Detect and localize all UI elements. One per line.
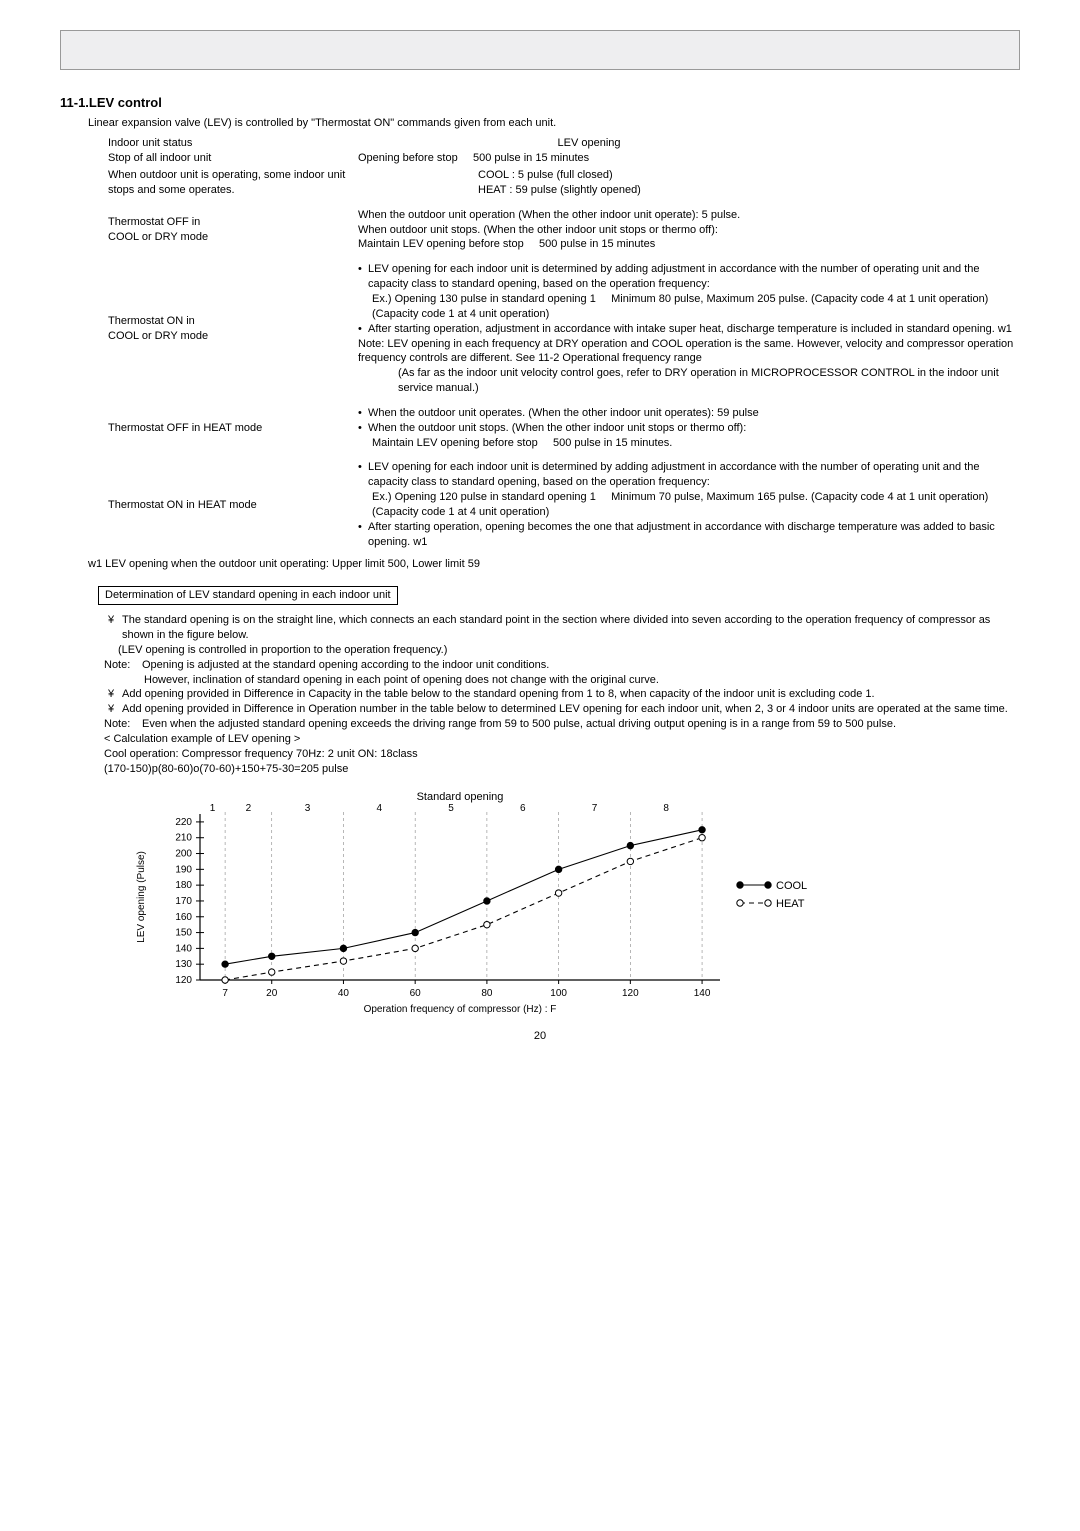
row6-b1: LEV opening for each indoor unit is dete… xyxy=(368,460,1020,490)
bullet-dot: • xyxy=(358,520,368,550)
svg-text:190: 190 xyxy=(175,865,192,876)
boxed-heading: Determination of LEV standard opening in… xyxy=(98,586,398,605)
label-thermo-on: Thermostat ON in xyxy=(108,314,358,329)
row4-b1: LEV opening for each indoor unit is dete… xyxy=(368,262,1020,292)
section-heading: 11-1.LEV control xyxy=(60,94,1020,112)
svg-text:210: 210 xyxy=(175,833,192,844)
svg-text:150: 150 xyxy=(175,928,192,939)
svg-text:3: 3 xyxy=(305,803,311,814)
note-n2a: Even when the adjusted standard opening … xyxy=(142,717,1020,732)
label-stop-all: Stop of all indoor unit xyxy=(108,151,358,166)
def-block-thermo-on-cool: Thermostat ON in COOL or DRY mode •LEV o… xyxy=(108,262,1020,396)
svg-text:COOL: COOL xyxy=(776,880,807,892)
bullet-dot: • xyxy=(358,262,368,292)
opening-before-stop-value: 500 pulse in 15 minutes xyxy=(473,152,589,164)
row5-b1: When the outdoor unit operates. (When th… xyxy=(368,406,1020,421)
svg-text:1: 1 xyxy=(210,803,216,814)
heat-pulse: HEAT : 59 pulse (slightly opened) xyxy=(478,183,1020,198)
svg-text:7: 7 xyxy=(222,988,228,999)
note-n1a: Opening is adjusted at the standard open… xyxy=(142,658,1020,673)
yen-mark: ¥ xyxy=(108,613,122,643)
intro-text: Linear expansion valve (LEV) is controll… xyxy=(88,116,1020,131)
page-number: 20 xyxy=(60,1029,1020,1044)
svg-text:20: 20 xyxy=(266,988,278,999)
svg-text:Standard opening: Standard opening xyxy=(417,791,504,803)
row4-ex1a: Ex.) Opening 130 pulse in standard openi… xyxy=(372,293,596,305)
label-cool-dry2: COOL or DRY mode xyxy=(108,329,358,344)
bullet-dot: • xyxy=(358,421,368,436)
opening-before-stop-label: Opening before stop xyxy=(358,152,458,164)
row3-line2: When outdoor unit stops. (When the other… xyxy=(358,223,1020,238)
row3-line3a: Maintain LEV opening before stop xyxy=(358,238,524,250)
def-row-indoor-status: Indoor unit status Stop of all indoor un… xyxy=(108,136,1020,166)
note-y3: Add opening provided in Difference in Op… xyxy=(122,702,1020,717)
svg-text:200: 200 xyxy=(175,849,192,860)
svg-text:6: 6 xyxy=(520,803,526,814)
svg-text:80: 80 xyxy=(481,988,493,999)
label-thermo-off: Thermostat OFF in xyxy=(108,215,358,230)
svg-text:5: 5 xyxy=(448,803,454,814)
bullet-dot: • xyxy=(358,322,368,337)
calc-line2: (170-150)p(80-60)o(70-60)+150+75-30=205 … xyxy=(104,762,1020,777)
note-label: Note: xyxy=(104,717,142,732)
svg-text:120: 120 xyxy=(622,988,639,999)
svg-text:7: 7 xyxy=(592,803,598,814)
row6-b2: After starting operation, opening become… xyxy=(368,520,1020,550)
w1-note: w1 LEV opening when the outdoor unit ope… xyxy=(88,557,1020,572)
svg-text:4: 4 xyxy=(377,803,383,814)
label-thermo-on-heat: Thermostat ON in HEAT mode xyxy=(108,498,358,513)
svg-text:160: 160 xyxy=(175,912,192,923)
svg-text:40: 40 xyxy=(338,988,350,999)
label-thermo-off-heat: Thermostat OFF in HEAT mode xyxy=(108,421,358,436)
note-y1b: (LEV opening is controlled in proportion… xyxy=(104,643,1020,658)
row5-b2: When the outdoor unit stops. (When the o… xyxy=(368,421,1020,436)
note-y1: The standard opening is on the straight … xyxy=(122,613,1020,643)
note-n1b: However, inclination of standard opening… xyxy=(104,673,1020,688)
label-cool-dry: COOL or DRY mode xyxy=(108,230,358,245)
row3-line3b: 500 pulse in 15 minutes xyxy=(539,238,655,250)
def-block-thermo-off-heat: Thermostat OFF in HEAT mode •When the ou… xyxy=(108,406,1020,451)
svg-text:130: 130 xyxy=(175,960,192,971)
label-outdoor-operating: When outdoor unit is operating, some ind… xyxy=(108,168,358,198)
note-y2: Add opening provided in Difference in Ca… xyxy=(122,687,1020,702)
calc-header: < Calculation example of LEV opening > xyxy=(104,732,1020,747)
standard-opening-chart: Standard opening 1 2 3 4 5 6 7 8 120 130 140 150 160 1… xyxy=(60,786,1020,1021)
lev-opening-header: LEV opening xyxy=(358,136,1020,151)
svg-text:Operation frequency of compres: Operation frequency of compressor (Hz) :… xyxy=(364,1004,557,1015)
header-bar xyxy=(60,30,1020,70)
note-label: Note: xyxy=(104,658,142,673)
def-block-thermo-off-cool: Thermostat OFF in COOL or DRY mode When … xyxy=(108,208,1020,253)
row3-line1: When the outdoor unit operation (When th… xyxy=(358,208,1020,223)
cool-pulse: COOL : 5 pulse (full closed) xyxy=(478,168,1020,183)
svg-text:2: 2 xyxy=(246,803,252,814)
row4-b2: After starting operation, adjustment in … xyxy=(368,322,1020,337)
bullet-dot: • xyxy=(358,460,368,490)
row5-l3a: Maintain LEV opening before stop xyxy=(372,437,538,449)
svg-text:8: 8 xyxy=(663,803,669,814)
def-row-outdoor-operating: When outdoor unit is operating, some ind… xyxy=(108,168,1020,198)
row4-note2: (As far as the indoor unit velocity cont… xyxy=(398,366,1020,396)
svg-text:LEV opening (Pulse): LEV opening (Pulse) xyxy=(136,852,147,944)
svg-text:100: 100 xyxy=(550,988,567,999)
svg-text:180: 180 xyxy=(175,881,192,892)
svg-text:170: 170 xyxy=(175,896,192,907)
svg-text:HEAT: HEAT xyxy=(776,898,805,910)
svg-text:220: 220 xyxy=(175,817,192,828)
row5-l3b: 500 pulse in 15 minutes. xyxy=(553,437,672,449)
label-indoor-status: Indoor unit status xyxy=(108,136,358,151)
bullet-dot: • xyxy=(358,406,368,421)
calc-line1: Cool operation: Compressor frequency 70H… xyxy=(104,747,1020,762)
svg-text:140: 140 xyxy=(175,944,192,955)
yen-mark: ¥ xyxy=(108,702,122,717)
svg-text:60: 60 xyxy=(410,988,422,999)
svg-text:120: 120 xyxy=(175,975,192,986)
row6-ex1a: Ex.) Opening 120 pulse in standard openi… xyxy=(372,491,596,503)
row4-note1: Note: LEV opening in each frequency at D… xyxy=(358,337,1020,367)
notes-block: ¥The standard opening is on the straight… xyxy=(104,613,1020,776)
svg-text:140: 140 xyxy=(694,988,711,999)
def-block-thermo-on-heat: Thermostat ON in HEAT mode •LEV opening … xyxy=(108,460,1020,549)
yen-mark: ¥ xyxy=(108,687,122,702)
